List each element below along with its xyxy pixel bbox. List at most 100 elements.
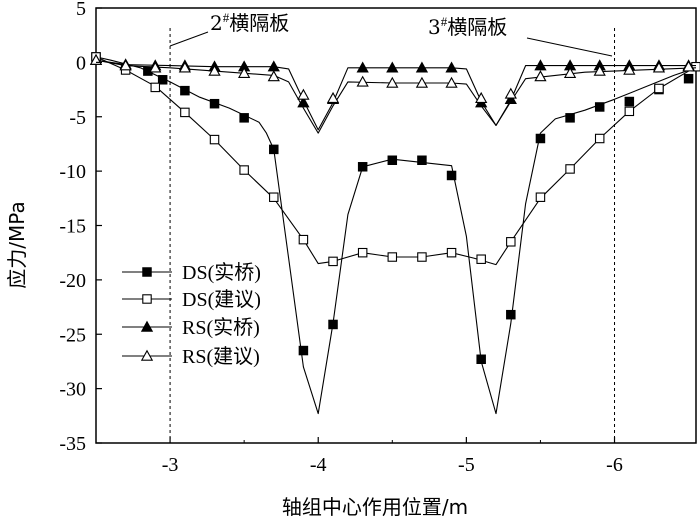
data-point [326,91,340,103]
data-point [180,107,190,118]
data-point [298,234,309,245]
data-point [149,61,162,73]
data-point [624,96,635,107]
data-point [652,61,666,73]
data-point [238,66,251,78]
legend-marker [140,320,154,332]
data-point [415,76,429,88]
data-point [387,252,398,262]
data-point [157,75,168,85]
data-point [387,155,398,166]
data-point [565,113,575,123]
data-point [504,87,517,99]
data-point [119,59,132,71]
data-point [593,64,606,76]
x-axis-title: 轴组中心作用位置/m [282,495,468,519]
data-point [417,155,427,166]
data-point [386,76,399,88]
y-tick-label: 0 [76,52,86,74]
data-point [535,133,546,144]
legend-label: DS(建议) [182,288,261,311]
data-point [475,91,488,103]
annotations: 2#横隔板 3#横隔板 [169,10,613,57]
plot-area [89,7,700,444]
data-point [565,164,575,174]
data-point [357,247,368,258]
legend-label: RS(建议) [182,345,260,368]
data-point [445,61,458,73]
y-tick-label: -30 [59,379,86,401]
y-axis-title: 应力/MPa [5,201,29,288]
data-point [445,76,458,88]
data-point [180,85,190,96]
y-tick-label: 5 [76,0,86,20]
data-point [504,93,517,105]
data-point [356,75,369,87]
data-point [269,144,279,155]
data-point [654,83,664,94]
data-point [150,82,161,93]
data-point [297,88,310,100]
data-point [298,345,309,356]
x-tick-label: -4 [310,454,327,476]
y-tick-label: -35 [59,433,86,455]
annotation-diaphragm-2: 2#横隔板 [169,10,289,47]
annotation-label: 3#横隔板 [428,14,507,39]
data-point [239,113,249,123]
data-point [476,254,486,264]
data-point [415,61,429,73]
data-point [357,162,368,172]
data-point [239,165,249,175]
data-point [594,102,605,112]
data-point [178,61,192,73]
data-point [417,252,427,262]
y-tick-label: -15 [59,216,86,238]
data-point [623,63,636,75]
data-point [535,192,546,202]
x-tick-label: -3 [162,454,179,476]
data-point [624,106,635,117]
data-point [534,70,547,82]
y-tick-label: -10 [59,161,86,183]
x-tick-label: -5 [458,454,475,476]
legend-item-rs-measured: RS(实桥) [122,316,260,339]
y-tick-label: -20 [59,270,86,292]
data-point [594,133,605,144]
data-point [209,98,220,109]
data-point [267,70,280,82]
data-point [446,170,457,181]
legend-label: DS(实桥) [182,261,261,284]
data-point [506,237,516,247]
legend: DS(实桥) DS(建议) RS(实桥) RS(建议) [122,261,261,368]
series-rs-proposed [89,53,697,134]
annotation-diaphragm-3: 3#横隔板 [428,14,613,57]
data-point [476,354,486,365]
data-point [356,61,369,73]
legend-marker [142,294,152,304]
legend-label: RS(实桥) [182,316,260,339]
legend-marker [140,349,154,361]
data-point [386,61,399,73]
legend-item-ds-measured: DS(实桥) [122,261,261,284]
x-axis-ticks: -3 -4 -5 -6 [162,437,623,476]
data-point [209,134,220,145]
x-tick-label: -6 [606,454,623,476]
plot-frame [95,7,697,444]
data-point [446,247,457,258]
legend-marker [142,267,152,277]
data-point [208,64,221,76]
legend-item-rs-proposed: RS(建议) [122,345,260,368]
annotation-leader [526,37,613,57]
data-point [328,256,338,267]
data-point [534,59,547,71]
legend-item-ds-proposed: DS(建议) [122,288,261,311]
data-point [328,319,338,330]
series-ds-measured [91,52,697,415]
y-tick-label: -25 [59,324,86,346]
annotation-label: 2#横隔板 [210,10,289,35]
data-point [682,60,695,72]
data-point [506,309,516,320]
data-point [563,66,577,78]
data-point [269,192,279,202]
